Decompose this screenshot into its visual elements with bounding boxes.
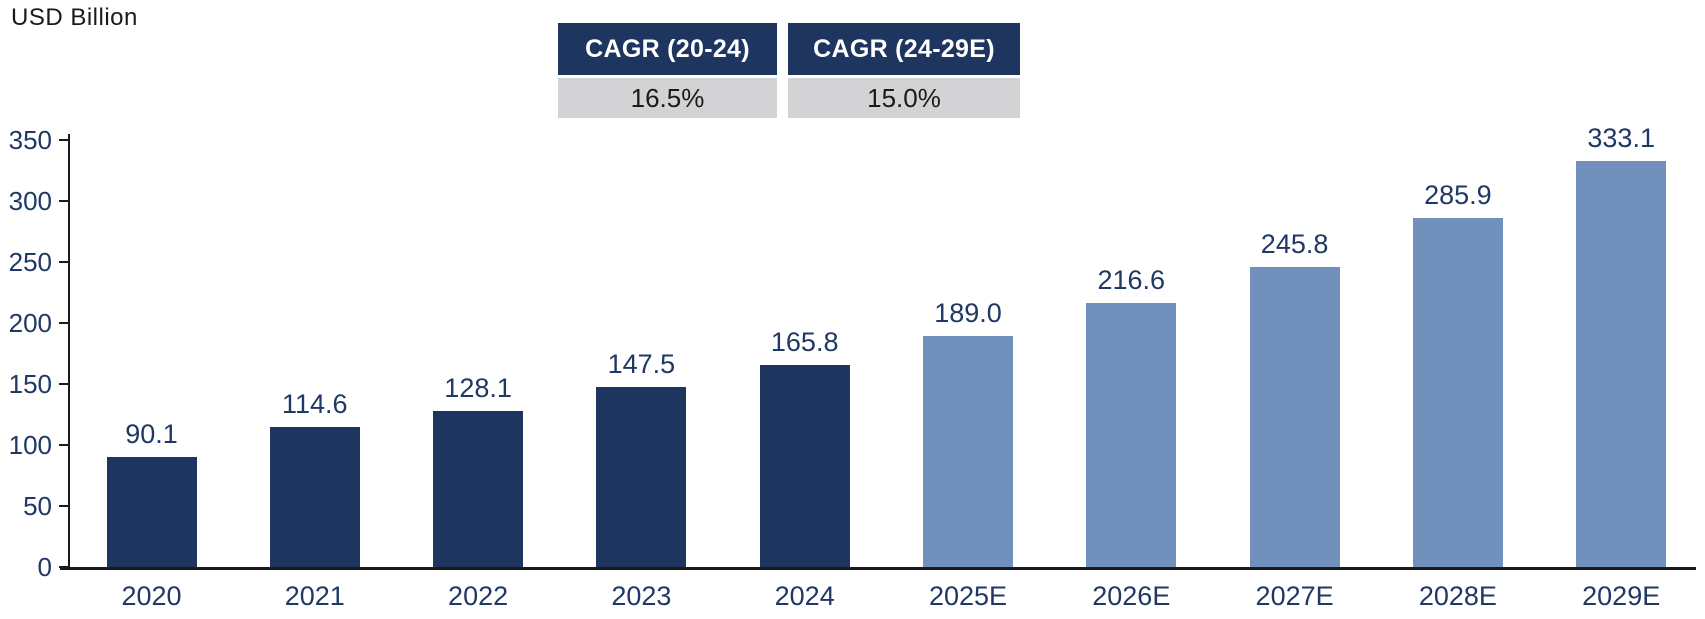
y-tick-mark — [59, 200, 68, 202]
x-tick-label: 2029E — [1582, 581, 1661, 611]
bar-value-label: 128.1 — [444, 372, 512, 403]
x-tick-label: 2022 — [448, 581, 509, 611]
x-tick-label: 2028E — [1418, 581, 1497, 611]
y-tick-label: 250 — [8, 247, 52, 277]
cagr-table: CAGR (20-24) 16.5% CAGR (24-29E) 15.0% — [558, 23, 1020, 118]
bar-2022 — [433, 410, 524, 567]
bar-value-label: 114.6 — [282, 389, 348, 420]
y-tick-label: 350 — [8, 125, 52, 155]
bar-2021 — [269, 427, 360, 567]
y-tick-label: 300 — [8, 186, 52, 216]
y-tick-mark — [59, 261, 68, 263]
y-tick-mark — [59, 505, 68, 507]
bar-2028E — [1412, 218, 1503, 567]
y-tick-label: 100 — [8, 430, 52, 460]
cagr-value-historical: 16.5% — [558, 78, 777, 118]
y-axis-unit-label: USD Billion — [11, 4, 138, 31]
y-tick-label: 0 — [37, 552, 52, 582]
bar-value-label: 245.8 — [1260, 229, 1329, 260]
bar-2025E — [923, 336, 1013, 567]
bar-2029E — [1576, 160, 1667, 567]
y-tick-label: 50 — [23, 491, 52, 521]
x-tick-label: 2021 — [284, 581, 345, 611]
bar-2024 — [759, 364, 850, 567]
cagr-value-estimate: 15.0% — [788, 78, 1020, 118]
y-tick-mark — [59, 383, 68, 385]
bar-value-label: 165.8 — [770, 326, 839, 357]
bar-value-label: 216.6 — [1097, 264, 1166, 295]
y-tick-mark — [59, 139, 68, 141]
y-tick-label: 200 — [8, 308, 52, 338]
bar-2023 — [596, 387, 687, 567]
bar-value-label: 333.1 — [1587, 122, 1655, 153]
bar-2026E — [1086, 302, 1177, 567]
y-tick-mark — [59, 444, 68, 446]
bar-value-label: 147.5 — [607, 349, 676, 380]
bar-value-label: 285.9 — [1424, 180, 1492, 211]
bar-value-label: 189.0 — [934, 298, 1002, 329]
y-tick-mark — [59, 566, 68, 568]
y-tick-mark — [59, 322, 68, 324]
cagr-column-historical: CAGR (20-24) 16.5% — [558, 23, 777, 118]
x-tick-label: 2027E — [1255, 581, 1334, 611]
cagr-header-estimate: CAGR (24-29E) — [788, 23, 1020, 75]
bar-value-label: 90.1 — [125, 419, 178, 450]
x-tick-label: 2023 — [611, 581, 672, 611]
cagr-column-estimate: CAGR (24-29E) 15.0% — [788, 23, 1020, 118]
x-tick-label: 2020 — [121, 581, 182, 611]
y-axis-line — [68, 134, 70, 569]
x-tick-label: 2024 — [774, 581, 835, 611]
cagr-header-historical: CAGR (20-24) — [558, 23, 777, 75]
y-tick-label: 150 — [8, 369, 52, 399]
bar-2020 — [106, 457, 197, 567]
x-tick-label: 2025E — [928, 581, 1008, 611]
x-tick-label: 2026E — [1092, 581, 1171, 611]
x-axis-line — [60, 567, 1696, 570]
bar-2027E — [1249, 267, 1340, 567]
